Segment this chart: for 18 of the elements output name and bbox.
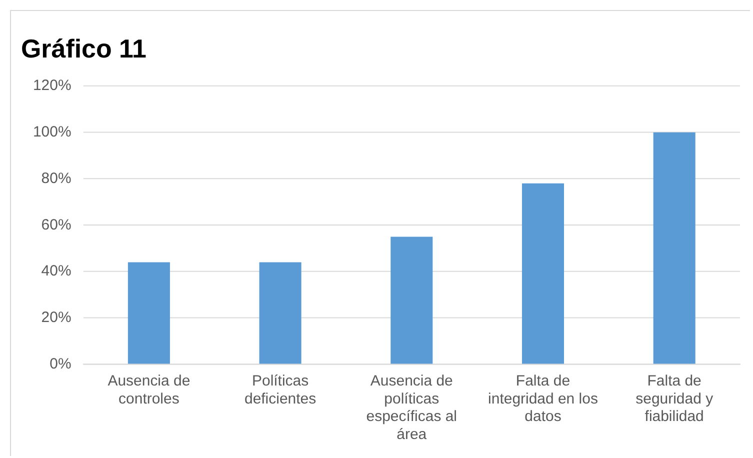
bar [259,262,302,364]
y-tick-label: 80% [41,170,72,187]
x-tick-label: Ausencia de políticas específicas al área [366,372,458,444]
bar [390,236,433,364]
y-tick-label: 20% [41,308,72,326]
x-tick-label: Políticas deficientes [244,372,316,408]
x-tick-label: Ausencia de controles [108,372,190,408]
y-tick-label: 60% [41,216,72,234]
y-tick-label: 0% [50,355,72,372]
y-tick-label: 100% [32,124,72,141]
bar [653,132,696,364]
x-tick-label: Falta de integridad en los datos [488,372,598,426]
y-tick-label: 40% [41,262,72,280]
chart-title: Gráfico 11 [20,36,146,64]
x-tick-label: Falta de seguridad y fiabilidad [636,372,714,426]
bar [522,183,564,364]
bar [128,262,170,364]
y-tick-label: 120% [32,77,72,94]
